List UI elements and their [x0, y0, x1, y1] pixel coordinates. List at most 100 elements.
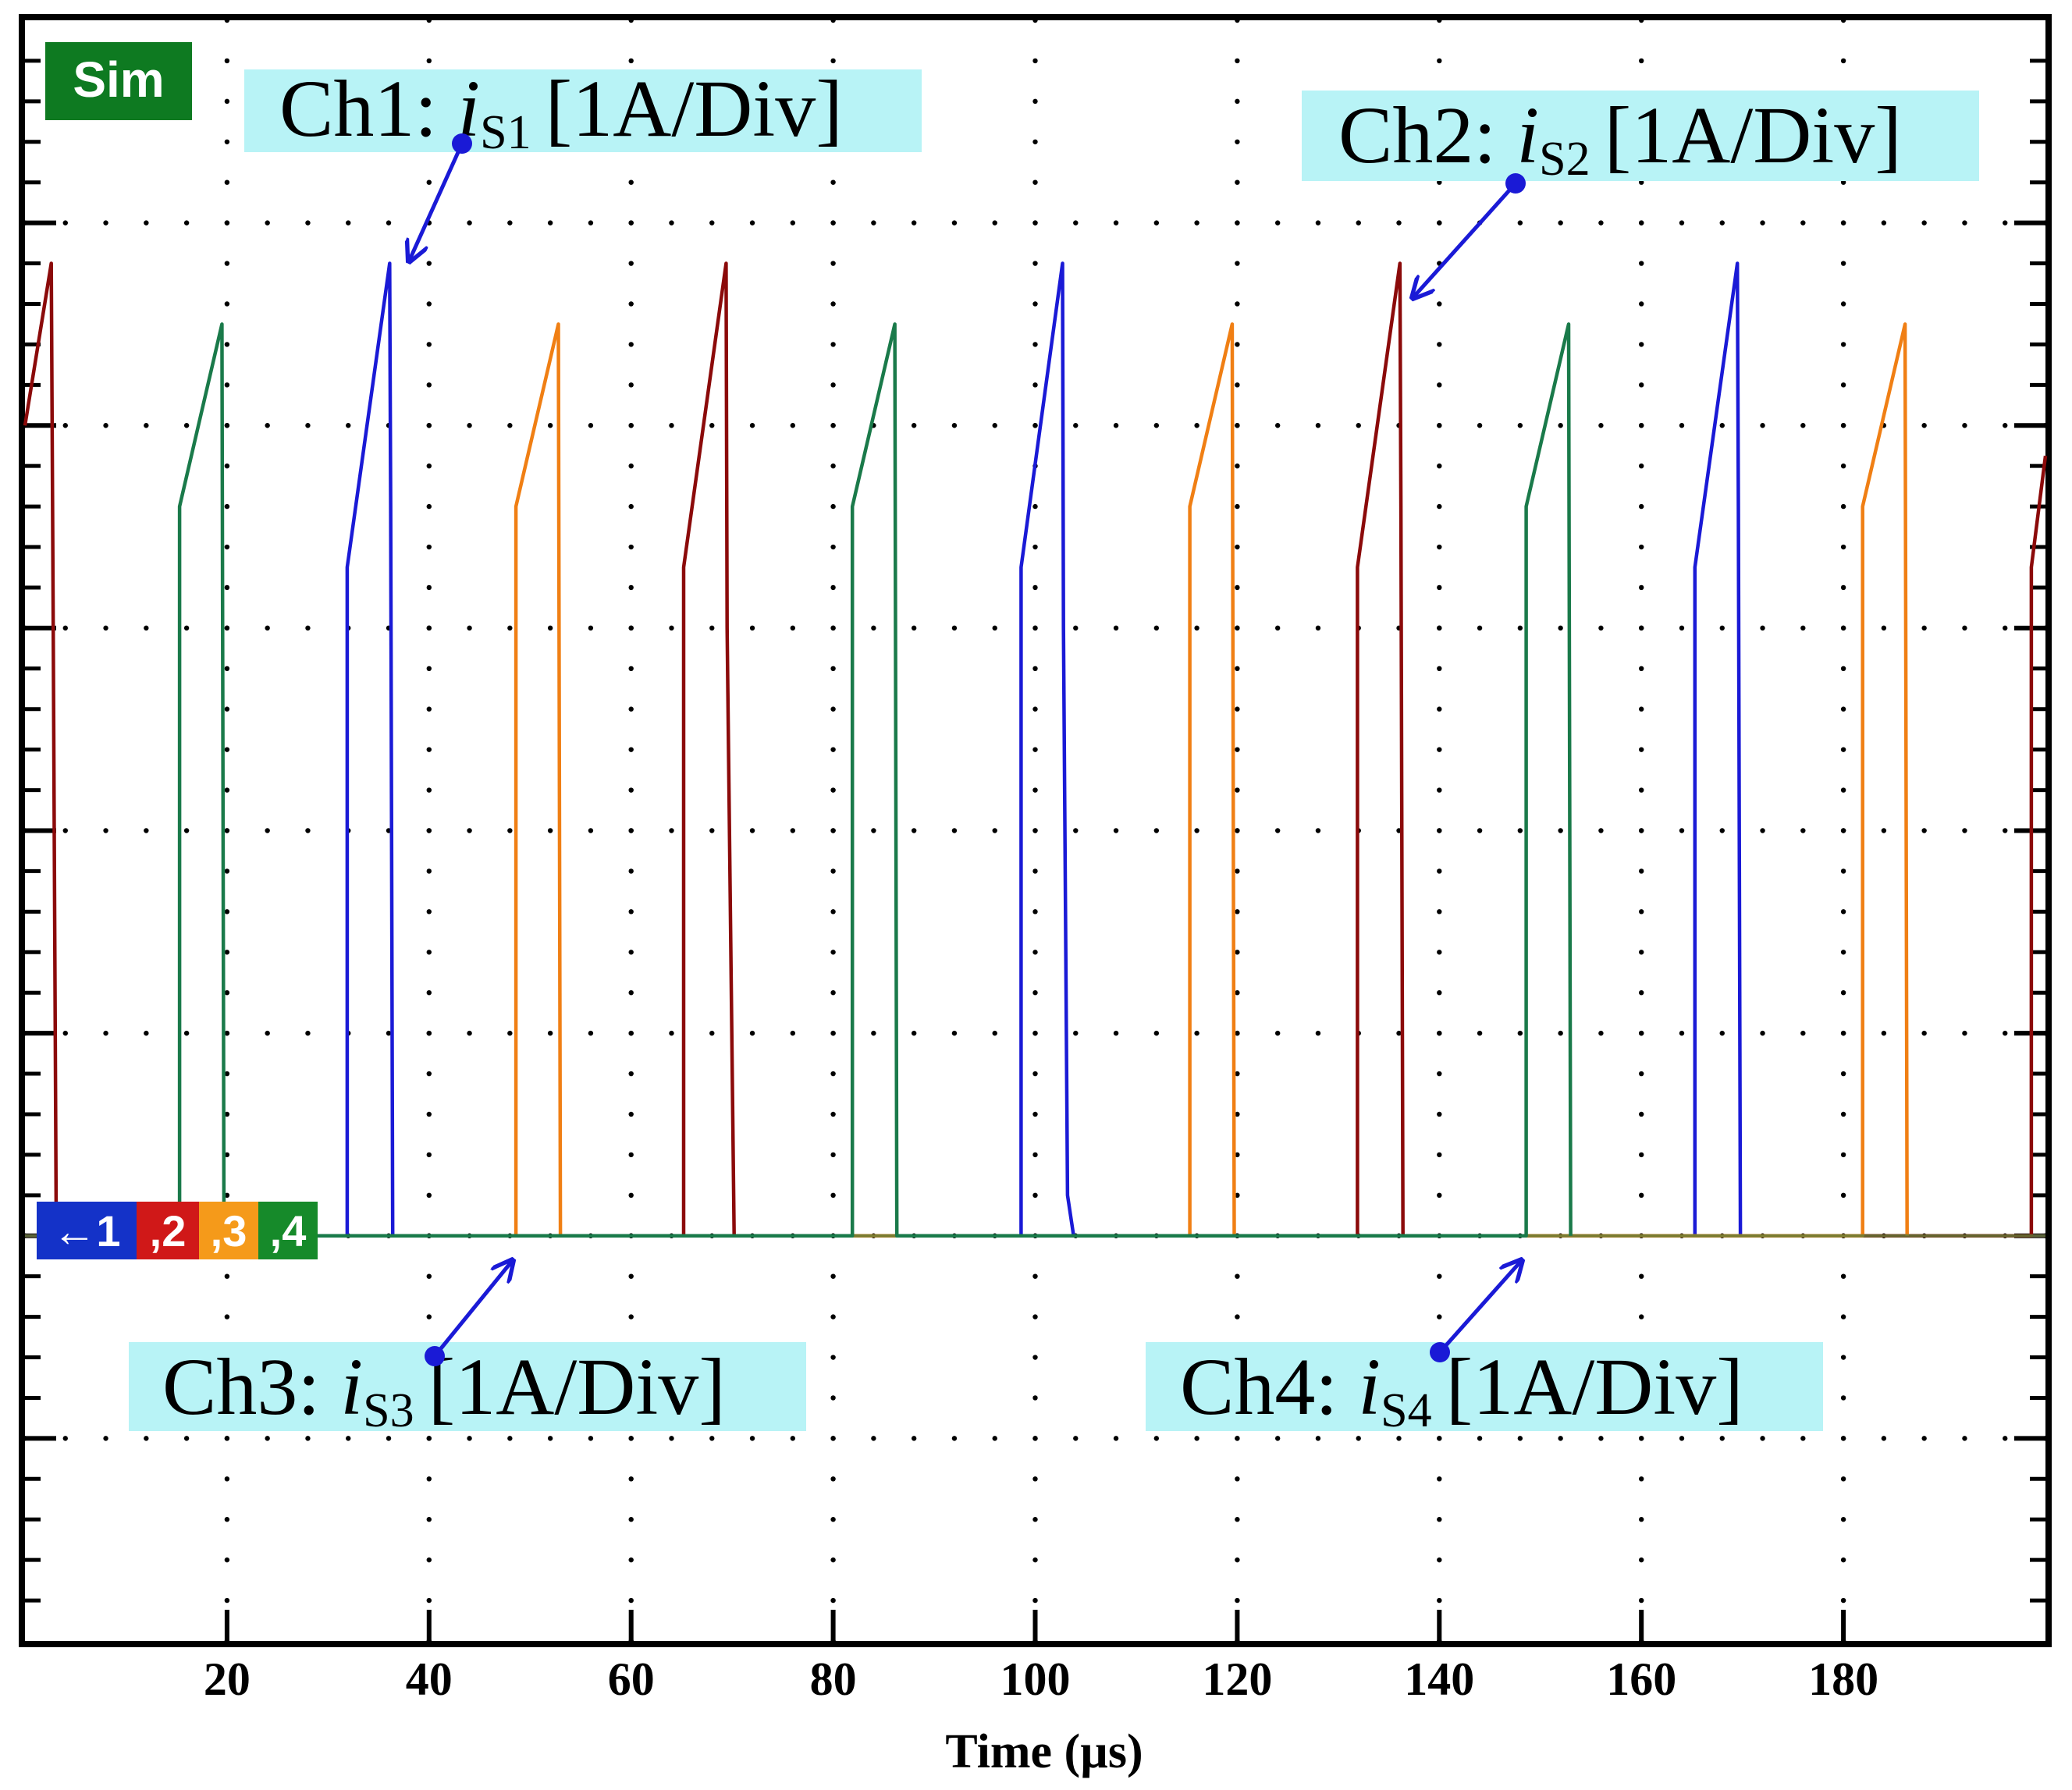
grid-dot — [426, 17, 432, 23]
grid-dot — [1032, 1071, 1038, 1077]
grid-dot — [628, 544, 634, 550]
grid-dot — [749, 1030, 755, 1036]
grid-dot — [1840, 625, 1846, 631]
grid-dot — [830, 463, 836, 469]
grid-dot — [1639, 1273, 1644, 1279]
grid-dot — [1639, 990, 1644, 996]
grid-dot — [1639, 58, 1644, 64]
grid-dot — [628, 58, 634, 64]
grid-dot — [224, 625, 230, 631]
grid-dot — [1558, 625, 1563, 631]
grid-dot — [1032, 666, 1038, 671]
grid-dot — [426, 828, 432, 833]
grid-dot — [871, 828, 876, 833]
grid-dot — [911, 1030, 917, 1036]
grid-dot — [224, 544, 230, 550]
grid-dot — [1800, 828, 1806, 833]
grid-dot — [265, 828, 270, 833]
grid-dot — [628, 382, 634, 388]
grid-dot — [224, 787, 230, 793]
grid-dot — [1437, 1071, 1442, 1077]
grid-dot — [1881, 1030, 1887, 1036]
grid-dot — [1437, 17, 1442, 23]
grid-dot — [1235, 909, 1240, 915]
grid-dot — [1598, 220, 1604, 226]
grid-dot — [1235, 382, 1240, 388]
grid-dot — [830, 261, 836, 266]
grid-dot — [1032, 1476, 1038, 1482]
grid-dot — [62, 828, 68, 833]
grid-dot — [1760, 625, 1765, 631]
grid-dot — [144, 828, 149, 833]
grid-dot — [1437, 463, 1442, 469]
grid-dot — [1639, 1030, 1644, 1036]
grid-dot — [830, 828, 836, 833]
grid-dot — [1517, 220, 1523, 226]
grid-dot — [224, 1152, 230, 1158]
grid-dot — [830, 423, 836, 428]
grid-dot — [265, 625, 270, 631]
grid-dot — [426, 463, 432, 469]
grid-dot — [1437, 747, 1442, 752]
grid-dot — [1962, 828, 1967, 833]
grid-dot — [628, 990, 634, 996]
grid-dot — [1235, 1314, 1240, 1319]
grid-dot — [790, 1436, 796, 1441]
grid-dot — [1639, 261, 1644, 266]
grid-dot — [588, 423, 594, 428]
grid-dot — [1113, 423, 1119, 428]
grid-dot — [830, 503, 836, 510]
grid-dot — [305, 625, 311, 631]
grid-dot — [62, 423, 68, 428]
grid-dot — [1073, 625, 1079, 631]
grid-dot — [305, 1030, 311, 1036]
grid-dot — [1032, 868, 1038, 874]
grid-dot — [1962, 1436, 1967, 1441]
trace-ch4 — [177, 322, 1573, 1238]
grid-dot — [224, 1557, 230, 1563]
grid-dot — [830, 342, 836, 347]
grid-dot — [507, 220, 513, 226]
grid-dot — [1073, 1030, 1079, 1036]
grid-dot — [1437, 625, 1442, 631]
grid-dot — [1719, 1436, 1725, 1441]
grid-dot — [144, 423, 149, 428]
grid-dot — [1639, 179, 1644, 185]
grid-dot — [103, 1030, 108, 1036]
grid-dot — [628, 1111, 634, 1117]
grid-dot — [1235, 666, 1240, 671]
grid-dot — [830, 625, 836, 631]
x-tick-label: 40 — [406, 1653, 453, 1705]
grid-dot — [1639, 706, 1644, 712]
grid-dot — [1840, 58, 1846, 64]
grid-dot — [265, 1030, 270, 1036]
grid-dot — [628, 1517, 634, 1522]
grid-dot — [628, 787, 634, 793]
grid-dot — [1032, 17, 1038, 23]
grid-dot — [1235, 179, 1240, 185]
grid-dot — [588, 220, 594, 226]
grid-dot — [224, 17, 230, 23]
grid-dot — [1840, 179, 1846, 185]
grid-dot — [628, 423, 634, 428]
grid-dot — [1437, 1152, 1442, 1158]
grid-dot — [224, 179, 230, 185]
grid-dot — [588, 1030, 594, 1036]
grid-dot — [1840, 342, 1846, 347]
channel-marker: ←1 ,2 ,3 ,4 — [37, 1202, 318, 1259]
grid-dot — [1274, 828, 1281, 833]
x-tick-label: 80 — [810, 1653, 857, 1705]
grid-dot — [1235, 868, 1240, 874]
grid-dot — [830, 382, 836, 388]
grid-dot — [1437, 990, 1442, 996]
grid-dot — [992, 220, 997, 226]
grid-dot — [1032, 1517, 1038, 1522]
grid-dot — [1437, 1314, 1442, 1319]
grid-dot — [1598, 423, 1604, 428]
grid-dot — [1235, 1152, 1240, 1158]
grid-dot — [1921, 625, 1927, 631]
grid-dot — [1113, 625, 1119, 631]
x-tick-label: 20 — [204, 1653, 251, 1705]
x-tick-labels: 20 40 60 80 100 120 140 160 180 — [204, 1653, 1878, 1705]
grid-dot — [1800, 1030, 1806, 1036]
